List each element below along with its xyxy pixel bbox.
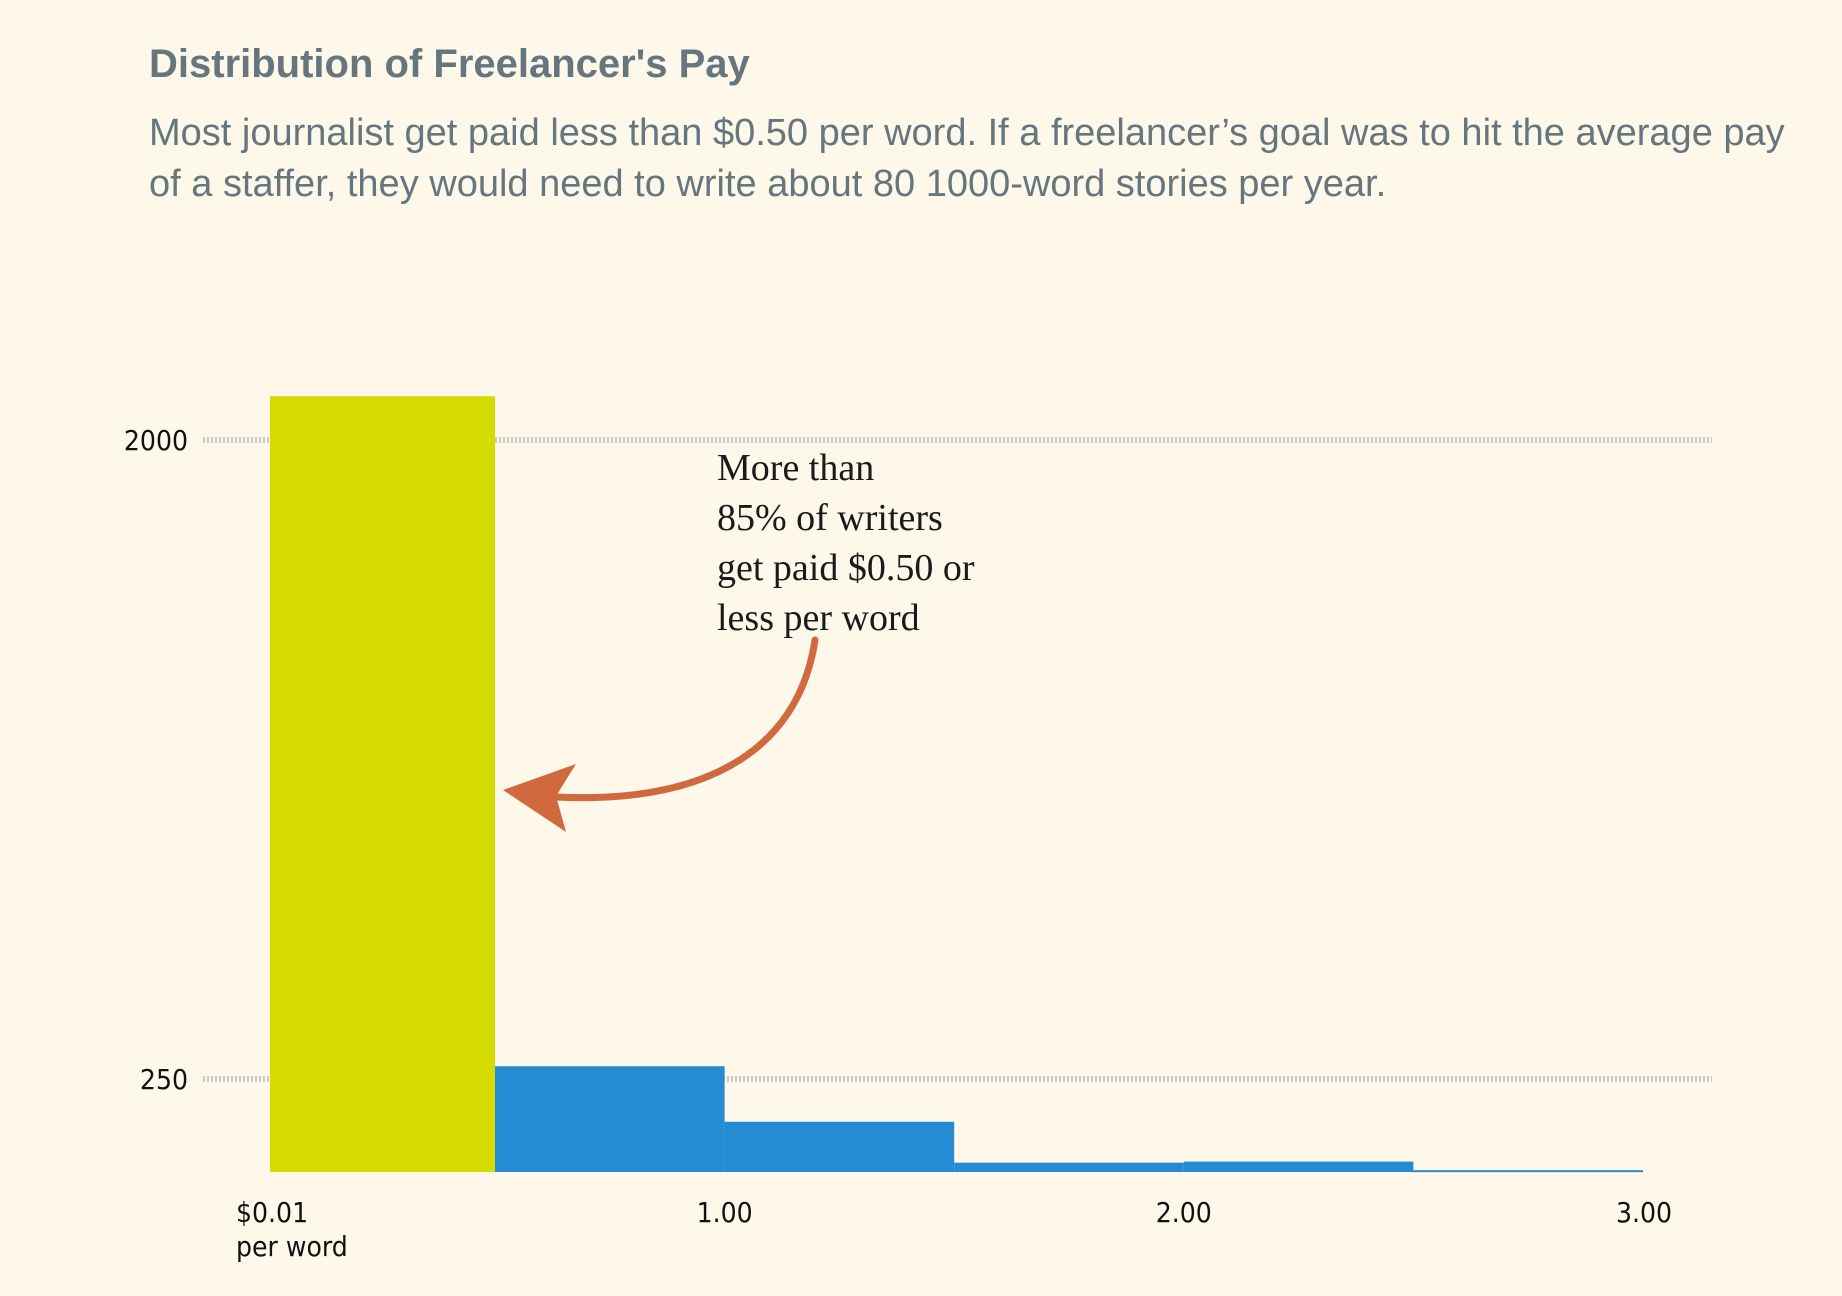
annotation-line: get paid $0.50 or [717, 547, 975, 589]
x-tick-label: 1.00 [697, 1196, 753, 1229]
annotation-line: More than [717, 447, 874, 489]
chart-title: Distribution of Freelancer's Pay [149, 42, 750, 86]
annotation-arrow [551, 636, 819, 802]
histogram-bar [1413, 1170, 1643, 1173]
histogram-bar [954, 1162, 1184, 1172]
annotation-line: 85% of writers [717, 497, 943, 539]
x-tick-label: 3.00 [1616, 1196, 1672, 1229]
histogram-bar [495, 1066, 725, 1172]
annotation-line: less per word [717, 597, 920, 639]
histogram-bar [724, 1121, 955, 1172]
histogram-bar [270, 396, 496, 1172]
x-tick-sublabel: per word [236, 1230, 348, 1263]
annotation-arrowhead [503, 764, 576, 832]
histogram-bar [1183, 1161, 1414, 1172]
x-tick-label: $0.01 [236, 1196, 308, 1229]
y-tick-label: 2000 [124, 424, 188, 457]
x-tick-label: 2.00 [1156, 1196, 1212, 1229]
y-tick-label: 250 [140, 1063, 188, 1096]
chart-subtitle: Most journalist get paid less than $0.50… [149, 112, 1785, 205]
